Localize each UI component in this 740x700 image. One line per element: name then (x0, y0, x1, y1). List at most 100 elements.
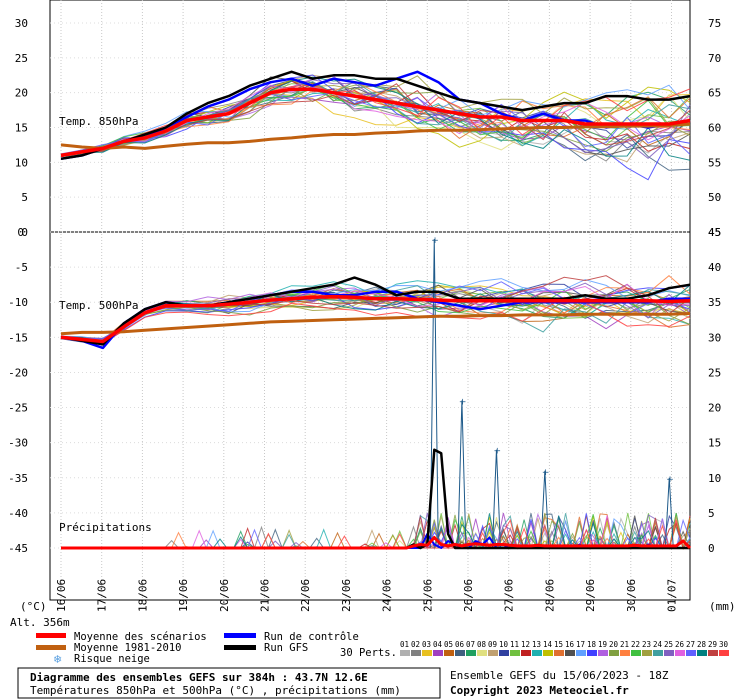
lower-panel-label: Temp. 500hPa (59, 299, 138, 312)
precip-mean-line (61, 536, 692, 550)
lower-left-tick: -40 (8, 507, 28, 520)
upper-climatology-line (60, 122, 691, 150)
x-tick-label: 22/06 (299, 579, 312, 612)
perturbation-id: 18 (587, 640, 597, 649)
legend: Moyenne des scénarios Moyenne 1981-2010 … (36, 631, 729, 666)
precip-peak-marker: + (459, 398, 467, 408)
perturbation-swatch (488, 650, 498, 656)
lower-left-tick: -10 (8, 296, 28, 309)
perturbation-swatch (422, 650, 432, 656)
legend-label-mean: Moyenne des scénarios (74, 631, 207, 643)
lower-right-tick: 0 (708, 542, 715, 555)
perturbation-swatch (675, 650, 685, 656)
perturbation-swatch (521, 650, 531, 656)
lower-right-tick: 20 (708, 402, 721, 415)
perturbation-swatch (433, 650, 443, 656)
upper-right-tick: 60 (708, 122, 721, 135)
lower-climatology-line (60, 312, 691, 336)
perturbation-id: 26 (675, 640, 685, 649)
perturbation-id: 29 (708, 640, 717, 649)
perturbation-id: 11 (510, 640, 519, 649)
perturbation-id: 05 (444, 640, 453, 649)
precip-peak-marker: + (431, 236, 439, 246)
perturbation-swatch (631, 650, 641, 656)
upper-control-line (60, 70, 691, 161)
main-series-lines (60, 70, 692, 550)
perturbation-id: 03 (422, 640, 431, 649)
legend-swatch-gfs (224, 645, 256, 650)
perturbation-swatch (686, 650, 696, 656)
lower-mean-line (60, 294, 691, 344)
legend-swatch-climatology (36, 645, 66, 650)
upper-left-tick: 15 (15, 122, 28, 135)
perturbation-legend: 01 02 03 04 05 06 07 08 09 10 11 12 13 14 15 16 17 18 19 20… (400, 640, 729, 656)
upper-mean-line (60, 87, 691, 158)
perturbation-id: 08 (477, 640, 487, 649)
x-tick-label: 19/06 (177, 579, 190, 612)
precip-peak (457, 400, 467, 549)
x-tick-label: 18/06 (136, 579, 149, 612)
lower-left-tick: -15 (8, 331, 28, 344)
left-unit-label: (°C) (20, 600, 47, 613)
lower-right-tick: 10 (708, 472, 721, 485)
lower-right-tick: 45 (708, 226, 721, 239)
perturbation-swatch (620, 650, 630, 656)
upper-left-tick: 25 (15, 52, 28, 65)
run-info: Ensemble GEFS du 15/06/2023 - 18Z (450, 669, 669, 682)
perturbation-swatch (444, 650, 454, 656)
perturbation-swatch (697, 650, 707, 656)
perturbation-id: 15 (554, 640, 563, 649)
perturbation-id: 06 (455, 640, 465, 649)
lower-right-tick: 5 (708, 507, 715, 520)
perturbation-id: 02 (411, 640, 420, 649)
snowflake-icon: ❄ (53, 653, 62, 666)
perturbation-id: 17 (576, 640, 585, 649)
upper-right-tick: 75 (708, 17, 721, 30)
perturbation-id: 01 (400, 640, 409, 649)
altitude-label: Alt. 356m (10, 616, 70, 629)
perturbation-id: 20 (609, 640, 619, 649)
legend-label-climatology: Moyenne 1981-2010 (74, 642, 181, 654)
precip-peak (664, 477, 674, 549)
precip-peak (491, 449, 501, 549)
perturbation-swatch (664, 650, 674, 656)
lower-left-tick: -20 (8, 366, 28, 379)
legend-label-control: Run de contrôle (264, 631, 359, 643)
perturbation-swatch (477, 650, 487, 656)
precip-peak (429, 239, 439, 549)
perturbation-swatch (466, 650, 476, 656)
perturbation-id: 30 (719, 640, 729, 649)
upper-right-tick: 55 (708, 156, 721, 169)
perturbation-swatch (543, 650, 553, 656)
precip-peak-marker: + (666, 475, 674, 485)
perturbation-id: 09 (488, 640, 497, 649)
upper-member-line (60, 75, 691, 156)
copyright: Copyright 2023 Meteociel.fr (450, 684, 629, 697)
upper-right-tick: 50 (708, 191, 721, 204)
perturbation-id: 12 (521, 640, 530, 649)
x-tick-label: 23/06 (340, 579, 353, 612)
perturbation-id: 25 (664, 640, 673, 649)
lower-right-tick: 25 (708, 366, 721, 379)
perturbation-swatch (400, 650, 410, 656)
perturbation-swatch (565, 650, 575, 656)
x-tick-label: 29/06 (584, 579, 597, 612)
perturbation-swatch (411, 650, 421, 656)
legend-swatch-control (224, 633, 256, 638)
x-tick-label: 20/06 (218, 579, 231, 612)
upper-left-tick: 0 (21, 226, 28, 239)
chart-title: Diagramme des ensembles GEFS sur 384h : … (30, 671, 368, 684)
lower-right-tick: 15 (708, 437, 721, 450)
perturbation-id: 24 (653, 640, 663, 649)
perturbation-swatch (642, 650, 652, 656)
lower-left-tick: -25 (8, 402, 28, 415)
chart-subtitle: Températures 850hPa et 500hPa (°C) , pré… (30, 684, 401, 697)
upper-left-tick: 10 (15, 156, 28, 169)
perturbation-swatch (653, 650, 663, 656)
lower-gfs-line (60, 276, 691, 346)
perturbation-swatch (532, 650, 542, 656)
perturbation-id: 14 (543, 640, 553, 649)
perturbation-id: 19 (598, 640, 607, 649)
upper-member-line (60, 76, 691, 161)
perturbation-swatch (708, 650, 718, 656)
